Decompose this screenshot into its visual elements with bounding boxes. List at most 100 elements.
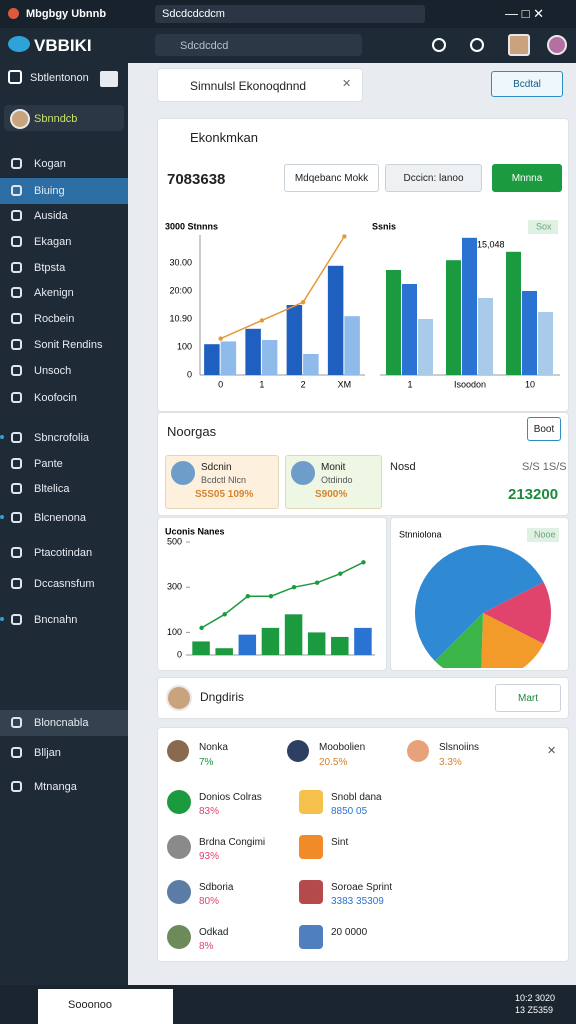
bar [386,270,401,375]
nav-item[interactable]: Unsoch [34,365,72,377]
bar [261,627,280,655]
nav-item[interactable]: Ausida [34,210,68,222]
icon [11,287,22,298]
nav-item[interactable]: Ekagan [34,236,72,248]
nav-item[interactable]: Mtnanga [34,781,77,793]
icon [11,614,22,625]
avatar [167,740,189,762]
tab[interactable] [155,5,425,23]
nav-item[interactable]: Blljan [34,747,61,759]
filter[interactable]: Mdqebanc Mokk [284,164,379,192]
nav-item[interactable]: Sbncrofolia [34,432,90,444]
y-tick-label: 500 [167,536,182,546]
icon [11,483,22,494]
nav-item[interactable]: Pante [34,458,63,470]
point [222,612,227,617]
value: 93% [199,851,220,862]
button[interactable]: Mnnna [492,164,562,192]
nav-item[interactable]: Blcnenona [34,512,86,524]
bar [303,354,319,375]
window-controls[interactable]: — □ ✕ [505,6,544,21]
nav-item[interactable]: Ptacotindan [34,547,93,559]
search-label: Sooonoo [68,999,113,1011]
select[interactable]: Dccicn: lanoo [385,164,482,192]
section-label: Sbtlentonon [30,72,89,84]
value: 7% [199,757,214,768]
nav-item[interactable]: Dccasnsfum [34,578,95,590]
avatar [299,790,323,814]
search-box[interactable] [155,34,362,56]
avatar [299,835,323,859]
avatar [167,880,191,904]
badge-label: Nooe [534,529,556,539]
line: Otdindo [321,475,353,485]
chart: Ssnis 15,048 Sox 1 Isoodon 10 [372,220,560,389]
y-tick-label: 300 [167,582,182,592]
nav-item[interactable]: Akenign [34,287,74,299]
name: Donios Colras [199,792,262,803]
nav-item[interactable]: Rocbein [34,313,75,325]
x-tick-label: Isoodon [454,379,486,389]
nav-item[interactable]: Koofocin [34,392,77,404]
title-bar: Mbgbgy Ubnnb Sdcdcdcdcm — □ ✕ [0,0,576,28]
nav-item[interactable]: Bncnahn [34,614,78,626]
section-title: Dngdiris [200,690,245,704]
annotation: 15,048 [477,239,505,249]
badge-label: Sox [536,221,552,231]
name: Nonka [199,742,228,753]
close[interactable]: ✕ [342,78,352,90]
x-tick-label: 0 [218,379,223,389]
nav-item[interactable]: Bltelica [34,483,70,495]
avatar [167,925,191,949]
nav-item[interactable]: Sonit Rendins [34,339,103,351]
icon[interactable] [432,38,446,52]
nav-item[interactable]: Biuing [34,185,65,197]
point [259,318,265,323]
section [157,677,569,719]
icon[interactable] [470,38,484,52]
icon [11,717,22,728]
button[interactable]: Mart [495,684,561,712]
icon [11,578,22,589]
dot [0,515,4,519]
point [314,580,320,585]
name: Odkad [199,927,229,938]
point [342,234,347,239]
search-box[interactable] [38,989,173,1024]
bar [261,340,278,375]
badge [528,220,558,234]
pie-slice [434,613,483,668]
point [245,594,251,599]
tab-card[interactable] [157,68,363,102]
bar [238,634,257,655]
value: 83% [199,806,220,817]
nav-item[interactable]: Btpsta [34,262,66,274]
value: 3383 35309 [331,896,384,907]
app-name: Mbgbgy Ubnnb [26,8,107,20]
point [199,625,204,631]
nav-item[interactable]: Bloncnabla [34,717,89,729]
code: 7083638 [167,171,226,188]
avatar [10,109,30,129]
button[interactable]: Bcdtal [491,71,563,97]
value: 213200 [508,486,559,503]
nav-item[interactable]: Kogan [34,158,66,170]
point [338,571,343,576]
chart-title: Uconis Nanes [165,526,225,536]
avatar[interactable] [508,34,530,56]
icon [11,313,22,324]
close[interactable]: ✕ [547,745,557,757]
icon [8,70,22,84]
button[interactable]: Boot [527,417,561,441]
pie-slice [483,582,551,644]
value: 3.3% [439,757,462,768]
name: Slsnoiins [439,742,480,753]
point [361,560,366,565]
icon [11,236,22,247]
label: Nosd [390,461,416,473]
line [220,236,346,340]
avatar[interactable] [547,35,567,55]
meta: S/S 1S/S [522,461,567,473]
bar [245,328,261,375]
icon[interactable] [100,71,118,87]
